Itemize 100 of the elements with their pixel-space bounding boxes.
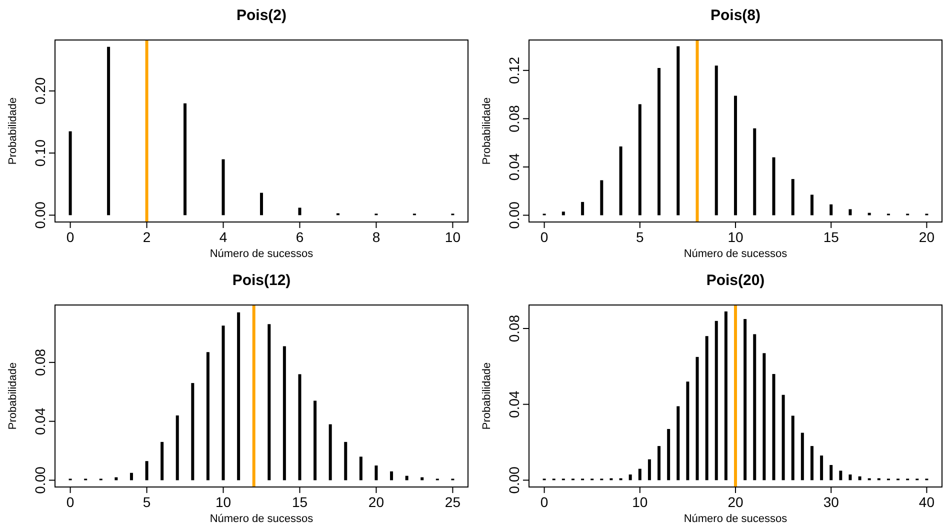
bar bbox=[191, 383, 194, 480]
bar bbox=[260, 192, 263, 216]
x-axis-title: Número de sucessos bbox=[684, 248, 788, 260]
bar bbox=[237, 312, 240, 480]
x-tick-label: 15 bbox=[823, 229, 840, 245]
y-tick-label: 0.04 bbox=[506, 390, 522, 418]
x-tick-label: 15 bbox=[292, 494, 308, 510]
bar bbox=[68, 131, 72, 216]
x-tick-label: 5 bbox=[636, 229, 644, 245]
bar bbox=[810, 194, 814, 216]
bar bbox=[222, 326, 225, 480]
y-tick-label: 0.08 bbox=[506, 104, 522, 132]
bar bbox=[344, 442, 348, 480]
x-tick-label: 10 bbox=[215, 494, 232, 510]
bar bbox=[839, 470, 842, 480]
x-tick-label: 0 bbox=[540, 229, 548, 245]
bar bbox=[772, 374, 776, 480]
chart-title: Pois(12) bbox=[232, 272, 291, 289]
bar bbox=[734, 96, 737, 216]
x-tick-label: 5 bbox=[142, 494, 151, 510]
bar bbox=[858, 476, 862, 480]
bar bbox=[638, 104, 642, 216]
bar bbox=[222, 159, 225, 216]
bar bbox=[314, 400, 317, 480]
y-tick-label: 0.08 bbox=[506, 314, 522, 342]
x-tick-label: 8 bbox=[372, 229, 380, 245]
y-tick-label: 0.00 bbox=[32, 466, 48, 494]
bar bbox=[176, 415, 179, 480]
y-tick-label: 0.04 bbox=[506, 153, 522, 181]
bar bbox=[390, 471, 394, 480]
bar bbox=[581, 202, 584, 216]
bar bbox=[130, 472, 133, 480]
bar bbox=[359, 456, 362, 480]
bar bbox=[753, 128, 756, 216]
x-tick-label: 0 bbox=[66, 494, 74, 510]
x-tick-label: 10 bbox=[728, 229, 744, 245]
bar bbox=[268, 324, 271, 480]
y-tick-label: 0.00 bbox=[32, 201, 48, 229]
chart-title: Pois(2) bbox=[236, 7, 287, 24]
y-tick-label: 0.10 bbox=[32, 139, 48, 167]
x-tick-label: 2 bbox=[142, 229, 151, 245]
bar bbox=[298, 208, 302, 216]
bar bbox=[658, 446, 661, 480]
y-tick-label: 0.08 bbox=[32, 348, 48, 376]
x-tick-label: 20 bbox=[368, 494, 384, 510]
bar bbox=[830, 204, 833, 216]
bar bbox=[658, 68, 661, 216]
bar bbox=[753, 334, 756, 480]
bar bbox=[328, 424, 332, 480]
bar bbox=[820, 456, 824, 480]
bar bbox=[810, 446, 814, 480]
bar bbox=[714, 320, 718, 480]
bar bbox=[160, 442, 164, 480]
bar bbox=[791, 416, 794, 480]
y-tick-label: 0.20 bbox=[32, 77, 48, 105]
x-tick-label: 20 bbox=[728, 494, 744, 510]
bar bbox=[782, 394, 785, 480]
bar bbox=[145, 461, 148, 480]
bar bbox=[696, 356, 699, 480]
x-axis-title: Número de sucessos bbox=[210, 513, 314, 525]
bar bbox=[848, 474, 852, 480]
x-tick-label: 30 bbox=[823, 494, 840, 510]
chart-title: Pois(8) bbox=[710, 7, 761, 24]
bar bbox=[676, 46, 680, 216]
bar bbox=[562, 212, 565, 216]
y-axis-title: Probabilidade bbox=[481, 97, 493, 165]
bar bbox=[405, 476, 408, 480]
x-tick-label: 6 bbox=[296, 229, 304, 245]
bar bbox=[600, 180, 604, 216]
y-tick-label: 0.00 bbox=[506, 466, 522, 494]
bar bbox=[667, 428, 670, 480]
bar bbox=[744, 319, 747, 480]
bar bbox=[714, 66, 718, 216]
bar bbox=[628, 474, 632, 480]
x-tick-label: 0 bbox=[66, 229, 74, 245]
bar bbox=[791, 179, 794, 216]
bar bbox=[686, 382, 690, 480]
x-axis-title: Número de sucessos bbox=[210, 248, 314, 260]
x-tick-label: 25 bbox=[444, 494, 461, 510]
bar bbox=[206, 352, 210, 480]
x-tick-label: 40 bbox=[918, 494, 935, 510]
bar bbox=[282, 346, 286, 480]
bar bbox=[298, 374, 302, 480]
bar bbox=[848, 209, 852, 216]
y-tick-label: 0.12 bbox=[506, 56, 522, 84]
bar bbox=[184, 103, 187, 216]
x-tick-label: 10 bbox=[632, 494, 648, 510]
bar bbox=[705, 336, 708, 480]
bar bbox=[724, 311, 728, 480]
y-tick-label: 0.04 bbox=[32, 407, 48, 435]
x-tick-label: 10 bbox=[444, 229, 461, 245]
bar bbox=[374, 466, 378, 480]
x-tick-label: 0 bbox=[540, 494, 548, 510]
bar bbox=[800, 432, 804, 480]
bar bbox=[830, 465, 833, 480]
chart-title: Pois(20) bbox=[706, 272, 765, 289]
bar bbox=[619, 146, 622, 216]
x-tick-label: 4 bbox=[219, 229, 228, 245]
y-axis-title: Probabilidade bbox=[7, 97, 19, 165]
y-axis-title: Probabilidade bbox=[481, 362, 493, 430]
